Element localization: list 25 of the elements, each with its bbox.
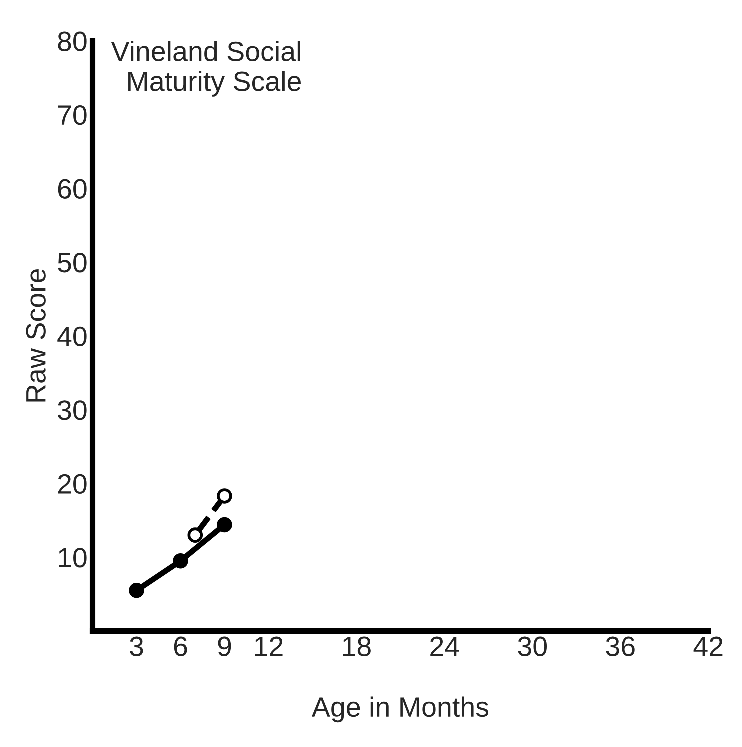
y-tick-label: 10 — [59, 548, 87, 568]
y-tick-label: 70 — [58, 106, 87, 126]
point — [217, 488, 232, 504]
x-axis-title: Age in Months — [312, 696, 488, 723]
x-tick-label: 18 — [343, 636, 371, 656]
x-tick-label: 9 — [218, 636, 232, 656]
point — [188, 528, 204, 543]
y-tick-label: 60 — [58, 179, 87, 199]
point — [217, 517, 232, 533]
x-tick-label: 3 — [130, 636, 144, 656]
y-axis-title: Raw Score — [26, 269, 46, 402]
x-tick-label: 42 — [694, 636, 723, 656]
y-tick-label: 20 — [58, 474, 87, 494]
y-tick-label: 80 — [58, 32, 87, 52]
point — [129, 583, 144, 598]
point — [173, 553, 188, 569]
y-tick-label: 50 — [58, 253, 87, 273]
x-tick-label: 30 — [518, 636, 548, 656]
x-tick-label: 36 — [606, 636, 635, 656]
x-tick-label: 6 — [174, 636, 188, 656]
text: Vineland Social Maturity Scale — [111, 41, 301, 97]
x-tick-label: 24 — [430, 636, 460, 656]
y-tick-label: 30 — [58, 400, 87, 420]
x-tick-label: 12 — [255, 636, 283, 656]
y-tick-label: 40 — [58, 326, 87, 346]
